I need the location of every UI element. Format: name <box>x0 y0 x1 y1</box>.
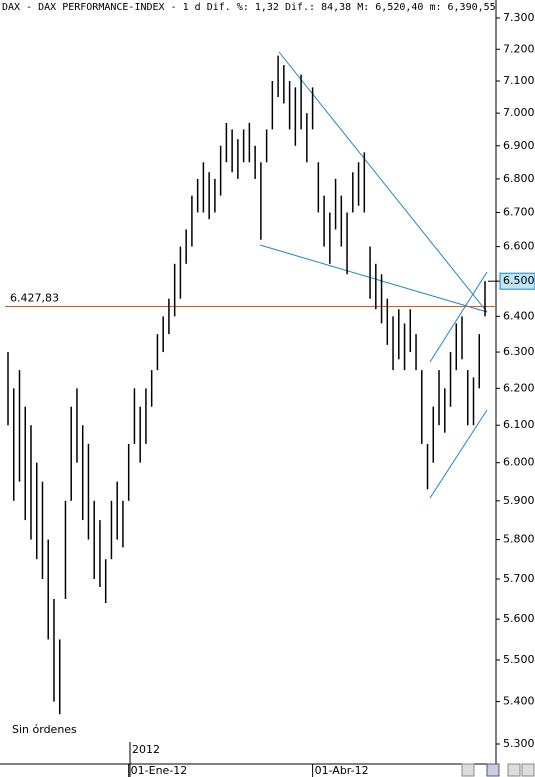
x-tick-label: 01-Ene-12 <box>131 764 188 777</box>
y-tick-label: 5.700 <box>503 572 535 585</box>
trend-line <box>429 409 488 499</box>
y-tick-label: 7.200 <box>503 42 535 55</box>
y-tick-label: 6.400 <box>503 309 535 322</box>
y-tick-label: 5.500 <box>503 653 535 666</box>
y-tick-label: 6.700 <box>503 205 535 218</box>
y-tick-label: 7.000 <box>503 106 535 119</box>
y-tick-label: 6.300 <box>503 345 535 358</box>
y-tick-label: 6.100 <box>503 418 535 431</box>
y-tick-label: 6.800 <box>503 172 535 185</box>
y-tick-label: 6.900 <box>503 139 535 152</box>
price-marker <box>499 272 535 290</box>
y-tick-label: 7.100 <box>503 74 535 87</box>
button[interactable] <box>461 763 475 777</box>
y-tick-label: 5.900 <box>503 494 535 507</box>
y-tick-label: 5.400 <box>503 695 535 708</box>
y-tick-label: 6.600 <box>503 240 535 253</box>
trend-line <box>278 51 488 313</box>
price-marker-label: 6.500 <box>503 274 535 287</box>
y-tick-label: 5.300 <box>503 737 535 750</box>
trend-line <box>429 271 488 363</box>
x-tick-label: 01-Abr-12 <box>315 764 369 777</box>
trend-line <box>259 244 488 313</box>
horizontal-line-label: 6.427,83 <box>10 292 59 305</box>
button[interactable] <box>521 763 535 777</box>
button[interactable] <box>507 763 521 777</box>
annotation: 2012 <box>132 743 160 756</box>
y-tick-label: 7.300 <box>503 11 535 24</box>
toolbar <box>461 763 535 777</box>
y-tick-label: 6.200 <box>503 381 535 394</box>
y-tick-label: 6.000 <box>503 456 535 469</box>
button[interactable] <box>486 763 500 777</box>
y-tick-label: 5.800 <box>503 533 535 546</box>
chart-title: DAX - DAX PERFORMANCE-INDEX - 1 d Dif. %… <box>2 2 496 13</box>
y-tick-label: 5.600 <box>503 612 535 625</box>
annotation: Sin órdenes <box>12 723 77 736</box>
